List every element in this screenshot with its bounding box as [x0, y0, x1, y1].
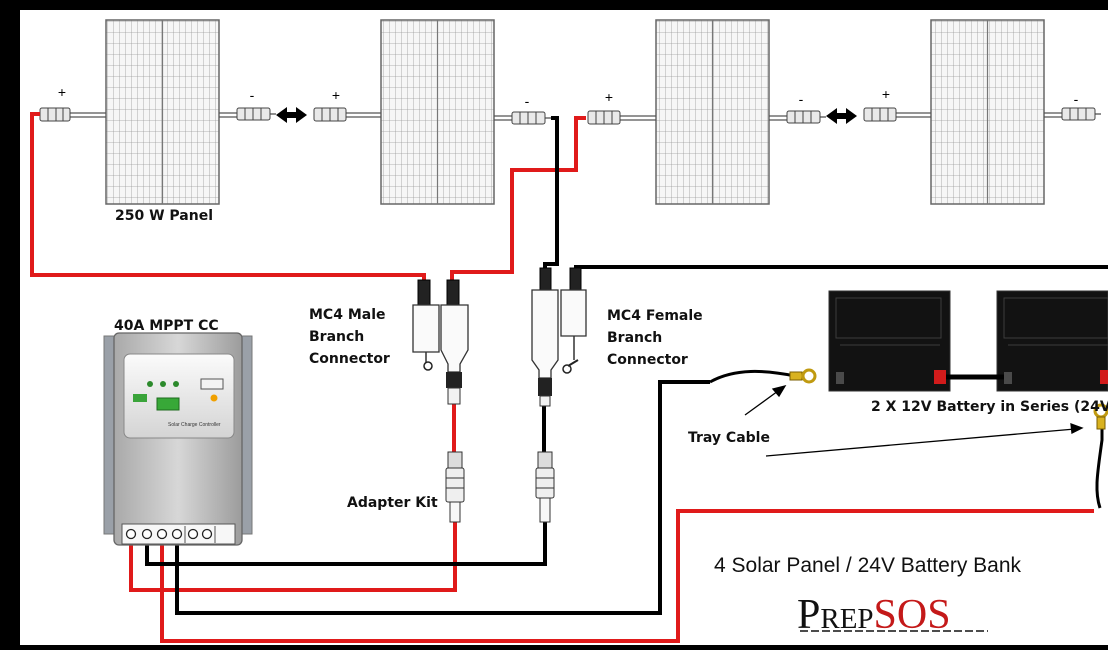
battery-label: 2 X 12V Battery in Series (24V) — [871, 399, 1108, 415]
mc4-connector-icon — [445, 451, 465, 523]
polarity-plus-3: + — [605, 89, 613, 105]
positive-wire-pv — [129, 522, 457, 592]
positive-wire-string-2 — [450, 116, 586, 283]
female-branch-label-line-3: Connector — [607, 352, 688, 368]
panel-label: 250 W Panel — [115, 208, 213, 224]
controller-label: 40A MPPT CC — [114, 318, 219, 334]
annotation-arrows — [744, 384, 1084, 457]
prepsos-logo: PrepSOS — [797, 592, 988, 638]
polarity-plus-1: + — [58, 84, 66, 100]
negative-wire-battery — [175, 380, 710, 615]
tray-cable — [709, 369, 796, 384]
solar-panel-1 — [105, 19, 220, 205]
mc4-connector-icon — [863, 107, 897, 122]
positive-wire-string-1 — [30, 112, 426, 283]
ring-terminal-icon — [1093, 403, 1108, 430]
branch-connector-icon — [560, 289, 587, 337]
polarity-minus-2: - — [525, 93, 530, 109]
mc4-connector-icon — [511, 111, 546, 125]
mc4-connector-icon — [39, 107, 71, 122]
mc4-connector-icon — [1061, 107, 1096, 121]
wiring — [30, 112, 1108, 643]
mc4-connector-icon — [786, 110, 821, 124]
positive-wire-battery — [160, 509, 1094, 643]
battery-icon — [828, 290, 951, 392]
female-branch-label-line-2: Branch — [607, 330, 662, 346]
mc4-female-branch-connector — [531, 267, 587, 407]
polarity-plus-4: + — [882, 86, 890, 102]
mc4-connector-icon — [535, 451, 555, 523]
solar-panel-3 — [655, 19, 770, 205]
mc4-connector-icon — [313, 107, 347, 122]
branch-connector-icon — [531, 289, 559, 379]
controller-terminals — [125, 528, 213, 540]
charge-controller: Solar Charge Controller — [103, 332, 253, 546]
panel-leads — [70, 112, 1062, 121]
mc4-tips — [270, 113, 1101, 119]
diagram-title: 4 Solar Panel / 24V Battery Bank — [714, 554, 1022, 577]
male-branch-label-line-3: Connector — [309, 351, 390, 367]
mc4-connectors — [39, 107, 1096, 125]
polarity-minus-3: - — [799, 91, 804, 107]
double-arrow-icon — [826, 108, 857, 124]
male-branch-label-line-1: MC4 Male — [309, 307, 386, 323]
battery-icon — [996, 290, 1108, 392]
controller-face-text: Solar Charge Controller — [168, 422, 221, 428]
female-branch-label-line-1: MC4 Female — [607, 308, 703, 324]
ring-terminal-icon — [789, 368, 817, 384]
mc4-connector-icon — [236, 107, 271, 121]
mc4-connector-icon — [587, 110, 621, 125]
battery-2 — [996, 290, 1108, 392]
male-branch-label-line-2: Branch — [309, 329, 364, 345]
double-arrow-icon — [276, 107, 307, 123]
branch-connector-icon — [412, 304, 440, 353]
adapter-kit-connectors — [445, 451, 555, 523]
polarity-plus-2: + — [332, 87, 340, 103]
polarity-minus-4: - — [1074, 91, 1079, 107]
solar-panel-2 — [380, 19, 495, 205]
negative-wire-pv — [145, 522, 547, 566]
polarity-minus-1: - — [250, 87, 255, 103]
solar-panel-4 — [930, 19, 1045, 205]
tray-cable-label: Tray Cable — [688, 430, 770, 446]
battery-1 — [828, 290, 951, 392]
adapter-kit-label: Adapter Kit — [347, 495, 438, 511]
negative-wire-string-1 — [543, 116, 559, 272]
mc4-male-branch-connector — [412, 279, 469, 405]
